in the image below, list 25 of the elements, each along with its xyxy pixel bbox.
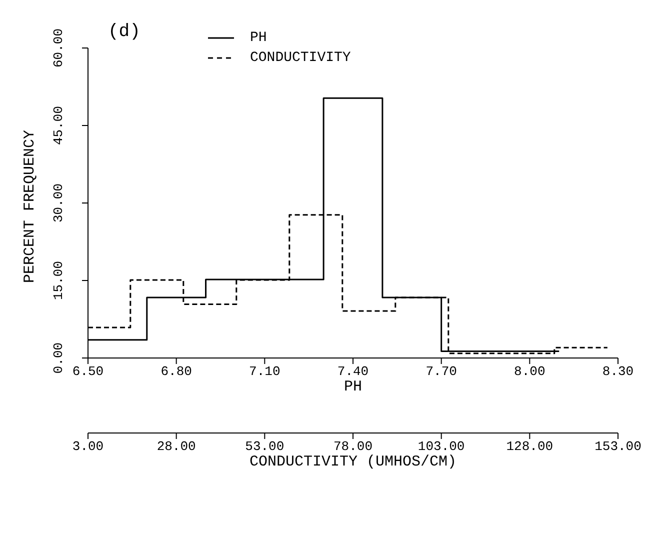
x2-tick-label: 78.00	[333, 439, 373, 454]
x-tick-label: 8.00	[514, 364, 546, 380]
x2-axis-title: CONDUCTIVITY (UMHOS/CM)	[249, 454, 457, 471]
x2-tick-label: 128.00	[506, 439, 554, 454]
legend-label: PH	[250, 30, 267, 46]
y-axis-title: PERCENT FREQUENCY	[21, 130, 38, 283]
x2-tick-label: 28.00	[156, 439, 196, 454]
y-tick-label: 45.00	[51, 106, 66, 146]
x2-tick-label: 103.00	[418, 439, 465, 454]
chart-title: (d)	[108, 22, 140, 42]
x-tick-label: 7.10	[249, 364, 280, 380]
y-tick-label: 30.00	[51, 183, 66, 223]
legend-label: CONDUCTIVITY	[250, 50, 351, 66]
x-tick-label: 7.70	[426, 364, 457, 380]
x-axis-title: PH	[344, 378, 362, 396]
x-tick-label: 6.50	[72, 364, 104, 380]
x-tick-label: 6.80	[160, 364, 192, 380]
y-tick-label: 0.00	[51, 342, 66, 374]
x2-tick-label: 53.00	[245, 439, 284, 454]
y-tick-label: 15.00	[51, 260, 66, 300]
x2-tick-label: 153.00	[594, 439, 642, 454]
x2-tick-label: 3.00	[72, 439, 104, 454]
y-tick-label: 60.00	[51, 28, 66, 68]
x-tick-label: 7.40	[337, 364, 369, 380]
x-tick-label: 8.30	[602, 364, 634, 380]
